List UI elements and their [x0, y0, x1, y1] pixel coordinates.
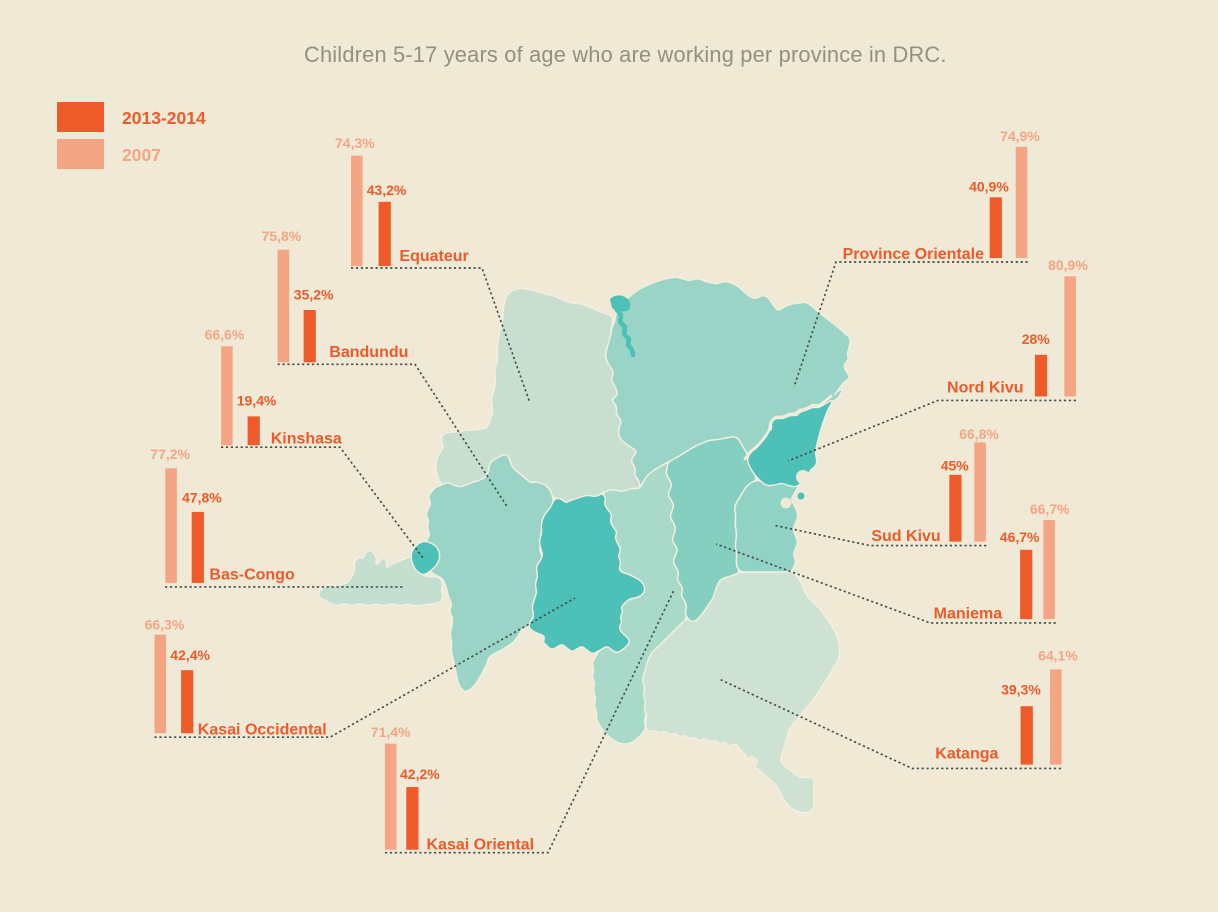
svg-text:Sud Kivu: Sud Kivu [871, 528, 940, 545]
svg-text:Bandundu: Bandundu [329, 344, 408, 361]
svg-text:40,9%: 40,9% [969, 179, 1009, 195]
svg-text:42,2%: 42,2% [400, 766, 440, 782]
svg-text:43,2%: 43,2% [367, 182, 407, 198]
svg-text:47,8%: 47,8% [182, 489, 222, 505]
svg-text:74,3%: 74,3% [335, 135, 375, 151]
svg-text:45%: 45% [941, 457, 970, 473]
svg-text:2013-2014: 2013-2014 [122, 108, 206, 128]
svg-text:39,3%: 39,3% [1001, 682, 1041, 698]
svg-text:66,7%: 66,7% [1030, 501, 1070, 517]
svg-text:77,2%: 77,2% [150, 446, 190, 462]
svg-text:Nord Kivu: Nord Kivu [947, 380, 1023, 397]
svg-text:28%: 28% [1022, 331, 1051, 347]
svg-text:42,4%: 42,4% [170, 647, 210, 663]
svg-text:Kinshasa: Kinshasa [271, 431, 342, 448]
svg-text:Kasai Occidental: Kasai Occidental [198, 722, 327, 739]
svg-text:Equateur: Equateur [399, 248, 468, 265]
svg-text:75,8%: 75,8% [262, 228, 302, 244]
svg-text:74,9%: 74,9% [1000, 128, 1040, 144]
svg-text:Kasai Oriental: Kasai Oriental [427, 837, 535, 854]
svg-text:66,3%: 66,3% [145, 617, 185, 633]
svg-text:66,8%: 66,8% [959, 426, 999, 442]
svg-text:Katanga: Katanga [935, 746, 998, 763]
svg-text:80,9%: 80,9% [1048, 257, 1088, 273]
svg-text:2007: 2007 [122, 145, 161, 165]
svg-text:35,2%: 35,2% [294, 287, 334, 303]
svg-text:Province Orientale: Province Orientale [843, 246, 984, 263]
svg-text:46,7%: 46,7% [1000, 529, 1040, 545]
svg-text:Children 5-17 years of age who: Children 5-17 years of age who are worki… [304, 42, 947, 67]
svg-text:Maniema: Maniema [934, 606, 1003, 623]
svg-text:66,6%: 66,6% [205, 327, 245, 343]
svg-text:Bas-Congo: Bas-Congo [209, 567, 295, 584]
svg-text:64,1%: 64,1% [1038, 647, 1078, 663]
svg-text:19,4%: 19,4% [237, 393, 277, 409]
svg-text:71,4%: 71,4% [371, 724, 411, 740]
